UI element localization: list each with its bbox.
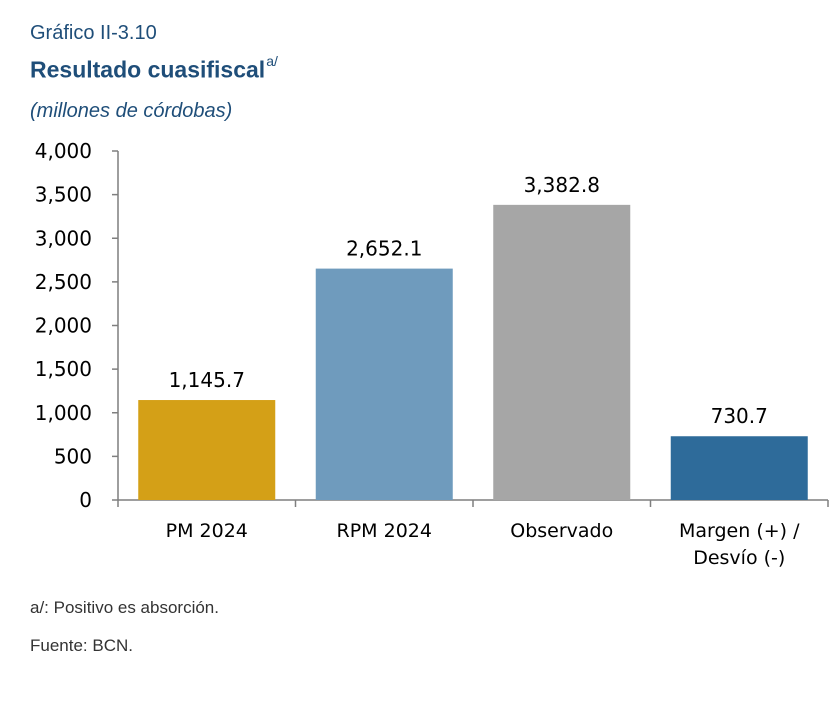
y-tick-label: 2,000 [35, 314, 92, 338]
footnote: a/: Positivo es absorción. [30, 598, 219, 617]
data-label: 730.7 [711, 404, 768, 428]
y-tick-label: 500 [54, 444, 92, 468]
x-category-label: Desvío (-) [693, 547, 785, 569]
y-tick-label: 1,500 [35, 357, 92, 381]
x-category-label: PM 2024 [166, 520, 248, 542]
chart-units: (millones de córdobas) [30, 100, 233, 122]
bar-1 [138, 400, 276, 500]
chart-title-text: Resultado cuasifiscal [30, 56, 266, 83]
data-label: 3,382.8 [524, 173, 600, 197]
chart-title: Resultado cuasifiscala/ [30, 53, 278, 84]
bar-2 [315, 268, 453, 500]
x-category-label: Margen (+) / [679, 520, 800, 542]
data-label: 1,145.7 [169, 368, 245, 392]
x-category-label: Observado [510, 520, 613, 542]
y-tick-label: 4,000 [35, 139, 92, 163]
data-label: 2,652.1 [346, 237, 422, 261]
x-category-label: RPM 2024 [337, 520, 432, 542]
chart-number: Gráfico II-3.10 [30, 22, 157, 44]
y-tick-label: 3,000 [35, 226, 92, 250]
bar-chart: 0 500 1,000 1,500 2,000 2,500 3,000 3,500 4,000 1… [35, 139, 829, 569]
y-tick-label: 3,500 [35, 183, 92, 207]
bar-4 [670, 436, 808, 500]
y-tick-label: 1,000 [35, 401, 92, 425]
chart-title-superscript: a/ [266, 53, 278, 69]
y-tick-label: 0 [79, 488, 92, 512]
y-tick-label: 2,500 [35, 270, 92, 294]
bar-3 [493, 204, 631, 500]
source-note: Fuente: BCN. [30, 636, 133, 655]
